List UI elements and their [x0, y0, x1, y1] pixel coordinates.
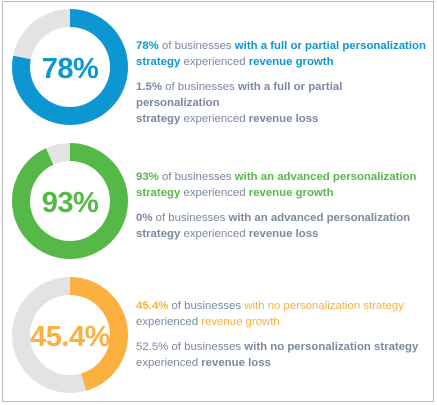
donut-value-label: 78%: [42, 53, 99, 85]
panel-full-partial: 78% 78% of businesses with a full or par…: [3, 4, 435, 132]
stat-text: of businesses: [158, 171, 235, 183]
stat-text: experienced: [180, 56, 249, 68]
stat-group-cont: strategy: [136, 187, 181, 199]
stat-text: experienced: [180, 113, 249, 125]
statement-loss-line-2: strategy experienced revenue loss: [136, 111, 426, 127]
stat-outcome: revenue loss: [201, 357, 271, 369]
stats-text: 78% of businesses with a full or partial…: [136, 38, 426, 127]
donut-value-arc: [12, 277, 128, 393]
stats-text: 93% of businesses with an advanced perso…: [136, 169, 426, 242]
stat-group: with no personalization strategy: [244, 341, 419, 353]
stat-value: 0%: [136, 212, 153, 224]
stat-value: 52.5%: [136, 341, 169, 353]
statement-growth-line-1: 45.4% of businesses with no personalizat…: [136, 298, 426, 314]
donut-value-arc: [12, 9, 128, 125]
statement-growth-line-2: strategy experienced revenue growth: [136, 54, 426, 70]
stat-group: with a full or partial personalization: [136, 81, 343, 109]
donut-svg: 45.4%: [12, 277, 128, 393]
stat-group: with no personalization strategy: [244, 300, 404, 312]
statement-loss-line-1: 0% of businesses with an advanced person…: [136, 210, 426, 226]
stat-group: with an advanced personalization: [234, 171, 417, 183]
stat-text: of businesses: [168, 341, 245, 353]
stat-group: with an advanced personalization: [228, 212, 411, 224]
stat-outcome: revenue growth: [248, 187, 334, 199]
stat-outcome: revenue growth: [201, 316, 280, 328]
stat-group: with a full or partial personalization: [234, 40, 426, 52]
donut-svg: 78%: [12, 9, 128, 125]
statement-growth-line-2: experienced revenue growth: [136, 314, 426, 330]
statement-loss-line-1: 52.5% of businesses with no personalizat…: [136, 339, 426, 355]
stat-text: experienced: [180, 187, 249, 199]
stat-text: of businesses: [152, 212, 229, 224]
statement-loss-line-2: experienced revenue loss: [136, 355, 426, 371]
stat-group-cont: strategy: [136, 113, 181, 125]
stat-group-cont: strategy: [136, 228, 181, 240]
statement-growth-line-1: 93% of businesses with an advanced perso…: [136, 169, 426, 185]
donut-chart: 45.4%: [10, 275, 130, 395]
stat-group-cont: strategy: [136, 56, 181, 68]
stat-value: 78%: [136, 40, 159, 52]
donut-value-label: 93%: [42, 187, 99, 219]
stat-outcome: revenue growth: [248, 56, 334, 68]
stat-value: 1.5%: [136, 81, 162, 93]
donut-svg: 93%: [12, 143, 128, 259]
stat-value: 93%: [136, 171, 159, 183]
donut-chart: 93%: [10, 141, 130, 261]
stat-text: of businesses: [168, 300, 245, 312]
stat-text: experienced: [136, 357, 202, 369]
stat-text: experienced: [136, 316, 202, 328]
stat-text: experienced: [180, 228, 249, 240]
stat-outcome: revenue loss: [248, 228, 319, 240]
stat-value: 45.4%: [136, 300, 169, 312]
statement-loss-line-1: 1.5% of businesses with a full or partia…: [136, 79, 426, 111]
donut-chart: 78%: [10, 7, 130, 127]
donut-value-arc: [12, 143, 128, 259]
stats-text: 45.4% of businesses with no personalizat…: [136, 298, 426, 371]
statement-growth-line-2: strategy experienced revenue growth: [136, 185, 426, 201]
stat-text: of businesses: [158, 40, 235, 52]
statement-loss-line-2: strategy experienced revenue loss: [136, 226, 426, 242]
panel-advanced: 93% 93% of businesses with an advanced p…: [3, 138, 435, 266]
donut-value-label: 45.4%: [30, 321, 110, 353]
stat-outcome: revenue loss: [248, 113, 319, 125]
panel-none: 45.4% 45.4% of businesses with no person…: [3, 272, 435, 400]
statement-growth-line-1: 78% of businesses with a full or partial…: [136, 38, 426, 54]
infographic-frame: 78% 78% of businesses with a full or par…: [2, 1, 434, 402]
stat-text: of businesses: [161, 81, 238, 93]
